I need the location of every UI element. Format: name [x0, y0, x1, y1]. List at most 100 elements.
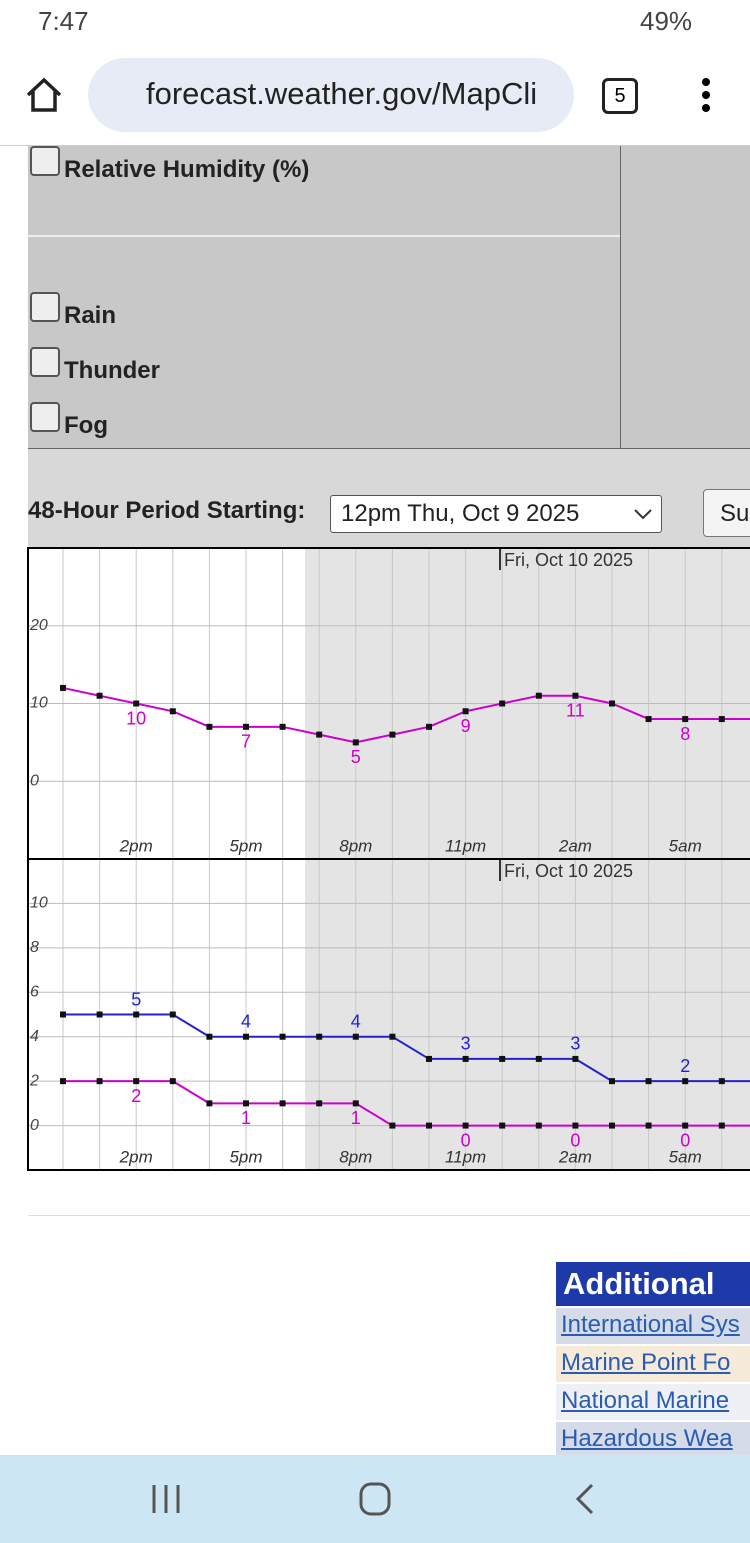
data-point	[572, 1122, 579, 1129]
link[interactable]: Marine Point Fo	[561, 1349, 731, 1376]
data-point	[682, 716, 689, 723]
y-tick-label: 10	[30, 895, 48, 912]
data-label: 3	[461, 1034, 471, 1054]
y-tick-label: 6	[30, 984, 39, 1001]
data-label: 3	[570, 1034, 580, 1054]
options-panel	[28, 146, 750, 449]
data-point	[279, 1100, 286, 1107]
y-tick-label: 0	[30, 772, 39, 789]
home-nav[interactable]	[358, 1481, 392, 1517]
data-label: 2	[131, 1086, 141, 1106]
data-point	[316, 731, 323, 738]
data-point	[316, 1033, 323, 1040]
y-tick-label: 10	[30, 695, 48, 712]
url: forecast.weather.gov/MapCli	[146, 76, 538, 111]
menu[interactable]	[700, 77, 712, 113]
data-label: 0	[680, 1130, 690, 1150]
additional-header: Additional	[556, 1262, 750, 1306]
period-label: 48-Hour Period Starting:	[28, 497, 306, 524]
data-label: 8	[680, 724, 690, 744]
data-point	[60, 684, 66, 691]
tab-count[interactable]: 5	[602, 78, 638, 114]
link[interactable]: Hazardous Wea	[561, 1425, 733, 1452]
data-point	[718, 716, 725, 723]
home-button[interactable]	[24, 77, 64, 113]
data-point	[426, 723, 432, 730]
data-point	[352, 739, 359, 746]
link-row	[556, 1308, 750, 1344]
data-point	[682, 1078, 689, 1085]
checkbox[interactable]	[30, 146, 60, 176]
series-line	[63, 1013, 750, 1083]
data-point	[389, 1033, 396, 1040]
time: 7:47	[38, 6, 89, 36]
data-point	[60, 1078, 66, 1085]
checkbox-label: Fog	[64, 412, 108, 439]
address-bar: forecast.weather.gov/MapCli 5	[0, 45, 750, 146]
data-label: 0	[570, 1130, 580, 1150]
data-point	[279, 1033, 286, 1040]
period-select[interactable]: 12pm Thu, Oct 9 2025	[330, 495, 662, 533]
data-point	[60, 1011, 66, 1018]
data-point	[609, 1078, 615, 1085]
x-tick-label: 5am	[669, 836, 702, 855]
data-point	[169, 1078, 176, 1085]
data-point	[133, 1011, 140, 1018]
battery: 49%	[640, 6, 693, 36]
x-tick-label: 5pm	[229, 836, 262, 855]
checkbox[interactable]	[30, 292, 60, 322]
data-point	[462, 708, 469, 715]
data-point	[206, 1100, 213, 1107]
x-tick-label: 8pm	[339, 1147, 372, 1166]
data-point	[535, 692, 542, 699]
link[interactable]: International Sys	[561, 1311, 740, 1338]
data-point	[206, 723, 213, 730]
data-point	[169, 708, 176, 715]
divider	[620, 146, 621, 448]
data-label: 2	[680, 1056, 690, 1076]
data-point	[243, 723, 249, 730]
data-point	[352, 1100, 359, 1107]
link[interactable]: National Marine	[561, 1387, 730, 1414]
divider	[28, 1215, 750, 1216]
data-point	[499, 700, 506, 707]
x-tick-label: 5pm	[229, 1147, 262, 1166]
link-row	[556, 1384, 750, 1420]
data-label: 5	[131, 989, 141, 1009]
divider	[28, 235, 620, 237]
date-label: Fri, Oct 10 2025	[504, 861, 633, 881]
additional-title: Additional	[563, 1266, 715, 1301]
data-label: 4	[351, 1011, 361, 1031]
data-label: 10	[126, 708, 146, 728]
x-tick-label: 2am	[558, 836, 592, 855]
x-tick-label: 2am	[558, 1147, 592, 1166]
data-point	[96, 692, 103, 699]
data-point	[645, 716, 652, 723]
data-point	[133, 1078, 140, 1085]
x-tick-label: 2pm	[119, 836, 153, 855]
x-tick-label: 2pm	[119, 1147, 153, 1166]
y-tick-label: 8	[30, 939, 39, 956]
checkbox[interactable]	[30, 402, 60, 432]
chart-border	[27, 858, 750, 1171]
data-point	[645, 1122, 652, 1129]
x-tick-label: 5am	[669, 1147, 702, 1166]
data-point	[96, 1011, 103, 1018]
url-field[interactable]: forecast.weather.gov/MapCli	[88, 58, 574, 132]
recent-apps[interactable]	[150, 1483, 182, 1515]
back[interactable]	[574, 1483, 596, 1515]
link-row	[556, 1346, 750, 1382]
data-point	[609, 700, 615, 707]
checkbox[interactable]	[30, 347, 60, 377]
x-tick-label: 8pm	[339, 836, 372, 855]
data-point	[279, 723, 286, 730]
checkbox-label: Relative Humidity (%)	[64, 156, 310, 183]
y-tick-label: 20	[29, 617, 48, 634]
data-point	[535, 1122, 542, 1129]
data-point	[572, 1055, 579, 1062]
data-point	[718, 1122, 725, 1129]
data-point	[169, 1011, 176, 1018]
data-label: 5	[351, 747, 361, 767]
submit-button[interactable]: Su	[703, 489, 750, 537]
